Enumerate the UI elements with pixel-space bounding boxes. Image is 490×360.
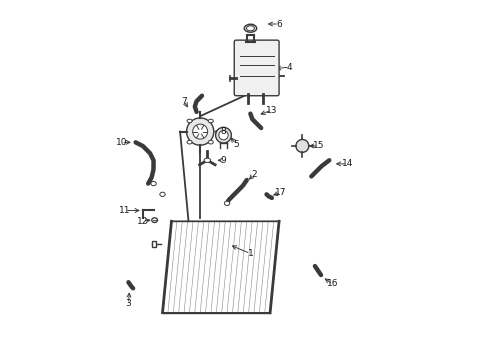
FancyBboxPatch shape — [234, 40, 279, 96]
Text: 9: 9 — [220, 156, 226, 165]
Text: 17: 17 — [275, 188, 287, 197]
Text: 8: 8 — [220, 127, 226, 136]
Bar — [152, 241, 156, 247]
Circle shape — [193, 124, 208, 139]
Circle shape — [296, 139, 309, 152]
Ellipse shape — [224, 201, 230, 206]
Text: 5: 5 — [233, 140, 239, 149]
Circle shape — [219, 131, 228, 140]
Ellipse shape — [208, 140, 213, 144]
Text: 1: 1 — [247, 249, 253, 258]
Text: 10: 10 — [116, 138, 127, 147]
Ellipse shape — [204, 158, 211, 162]
Text: 3: 3 — [125, 299, 131, 308]
Text: 13: 13 — [266, 105, 278, 114]
Polygon shape — [163, 221, 279, 313]
Text: 15: 15 — [313, 141, 324, 150]
Text: 6: 6 — [276, 19, 282, 28]
Text: 4: 4 — [287, 63, 293, 72]
Ellipse shape — [246, 26, 254, 31]
Ellipse shape — [151, 181, 156, 186]
Text: 16: 16 — [327, 279, 339, 288]
Ellipse shape — [244, 24, 257, 32]
Text: 11: 11 — [119, 206, 131, 215]
Ellipse shape — [208, 119, 213, 123]
Text: 14: 14 — [342, 159, 353, 168]
Ellipse shape — [160, 192, 165, 197]
Text: 2: 2 — [251, 170, 257, 179]
Text: 7: 7 — [181, 96, 187, 105]
Text: 12: 12 — [137, 217, 148, 226]
Circle shape — [187, 118, 214, 145]
Ellipse shape — [187, 119, 192, 123]
Ellipse shape — [187, 140, 192, 144]
Ellipse shape — [152, 218, 157, 222]
Circle shape — [216, 127, 231, 143]
